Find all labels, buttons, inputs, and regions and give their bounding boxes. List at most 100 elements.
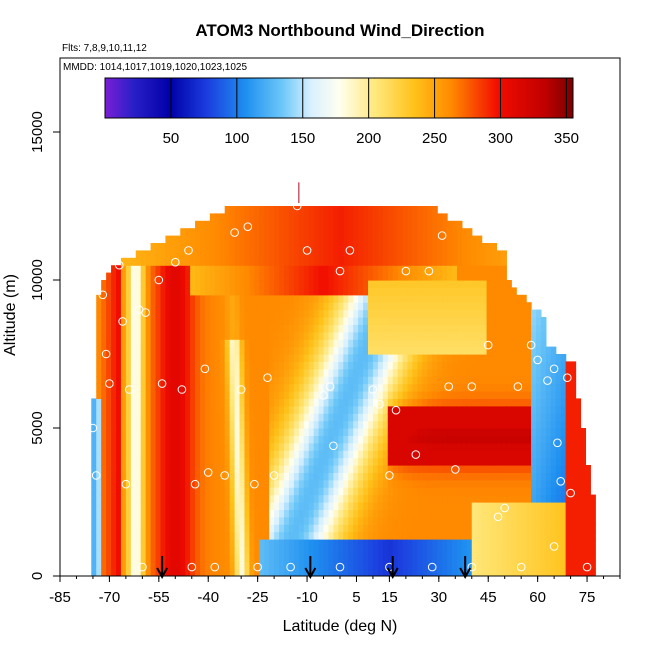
observation-point bbox=[190, 479, 200, 489]
heatmap-cell bbox=[333, 235, 339, 244]
heatmap-cell bbox=[447, 398, 453, 407]
heatmap-cell bbox=[96, 524, 102, 533]
heatmap-cell bbox=[229, 309, 236, 318]
heatmap-cell bbox=[130, 280, 137, 288]
heatmap-cell bbox=[496, 405, 503, 414]
heatmap-cell bbox=[526, 361, 532, 370]
heatmap-cell bbox=[402, 487, 409, 496]
heatmap-cell bbox=[437, 553, 443, 562]
heatmap-cell bbox=[259, 302, 265, 311]
heatmap-cell bbox=[249, 317, 255, 325]
heatmap-cell bbox=[338, 435, 344, 444]
heatmap-cell bbox=[363, 428, 369, 436]
heatmap-cell bbox=[318, 546, 325, 555]
heatmap-cell bbox=[491, 465, 498, 473]
heatmap-cell bbox=[244, 405, 251, 414]
heatmap-cell bbox=[585, 479, 591, 488]
heatmap-cell bbox=[116, 502, 122, 510]
heatmap-cell bbox=[293, 368, 300, 377]
heatmap-cell bbox=[447, 302, 453, 311]
heatmap-cell bbox=[358, 405, 364, 414]
heatmap-cell bbox=[545, 472, 552, 481]
heatmap-cell bbox=[279, 368, 285, 377]
heatmap-cell bbox=[456, 568, 463, 576]
heatmap-cell bbox=[328, 243, 335, 251]
heatmap-cell bbox=[209, 509, 216, 518]
heatmap-cell bbox=[264, 561, 270, 570]
heatmap-cell bbox=[531, 487, 537, 496]
heatmap-cell bbox=[417, 265, 423, 274]
heatmap-cell bbox=[279, 561, 285, 570]
heatmap-cell bbox=[175, 331, 181, 340]
heatmap-cell bbox=[363, 494, 369, 503]
heatmap-cell bbox=[239, 420, 246, 429]
heatmap-cell bbox=[456, 405, 463, 414]
heatmap-cell bbox=[422, 465, 428, 473]
heatmap-cell bbox=[150, 376, 157, 385]
heatmap-cell bbox=[422, 546, 428, 555]
heatmap-cell bbox=[526, 509, 532, 518]
heatmap-cell bbox=[120, 494, 127, 503]
heatmap-cell bbox=[284, 450, 290, 459]
heatmap-cell bbox=[185, 405, 191, 414]
heatmap-cell bbox=[274, 309, 280, 318]
heatmap-cell bbox=[318, 391, 325, 399]
heatmap-cell bbox=[466, 509, 473, 518]
heatmap-cell bbox=[308, 561, 315, 570]
heatmap-cell bbox=[130, 479, 137, 488]
heatmap-cell bbox=[422, 346, 428, 355]
heatmap-cell bbox=[377, 376, 384, 385]
heatmap-cell bbox=[412, 250, 419, 259]
heatmap-cell bbox=[200, 265, 206, 274]
heatmap-cell bbox=[417, 420, 423, 429]
heatmap-cell bbox=[511, 539, 517, 547]
heatmap-cell bbox=[540, 487, 547, 496]
heatmap-cell bbox=[402, 354, 409, 362]
heatmap-cell bbox=[308, 546, 315, 555]
heatmap-cell bbox=[155, 465, 162, 473]
heatmap-cell bbox=[506, 479, 512, 488]
heatmap-cell bbox=[200, 413, 206, 422]
heatmap-cell bbox=[200, 457, 206, 466]
heatmap-cell bbox=[160, 265, 167, 274]
heatmap-cell bbox=[274, 272, 280, 281]
heatmap-cell bbox=[209, 442, 216, 451]
heatmap-cell bbox=[269, 280, 275, 288]
heatmap-cell bbox=[96, 391, 102, 399]
heatmap-cell bbox=[293, 561, 300, 570]
heatmap-cell bbox=[239, 376, 246, 385]
heatmap-cell bbox=[363, 568, 369, 576]
heatmap-cell bbox=[318, 435, 325, 444]
heatmap-cell bbox=[219, 280, 226, 288]
heatmap-cell bbox=[130, 442, 137, 451]
heatmap-cell bbox=[491, 494, 498, 503]
heatmap-cell bbox=[486, 287, 493, 296]
heatmap-cell bbox=[466, 413, 473, 422]
heatmap-cell bbox=[244, 243, 251, 251]
heatmap-cell bbox=[333, 479, 339, 488]
heatmap-cell bbox=[348, 516, 354, 525]
heatmap-cell bbox=[284, 539, 290, 547]
heatmap-cell bbox=[288, 405, 295, 414]
heatmap-cell bbox=[135, 524, 142, 533]
heatmap-cell bbox=[521, 346, 527, 355]
heatmap-cell bbox=[531, 568, 537, 576]
heatmap-cell bbox=[116, 346, 122, 355]
heatmap-cell bbox=[516, 509, 522, 518]
heatmap-cell bbox=[175, 354, 181, 362]
heatmap-cell bbox=[353, 531, 359, 540]
heatmap-cell bbox=[170, 250, 176, 259]
heatmap-cell bbox=[125, 368, 132, 377]
heatmap-cell bbox=[333, 516, 339, 525]
heatmap-cell bbox=[372, 354, 379, 362]
heatmap-cell bbox=[293, 302, 300, 311]
heatmap-cell bbox=[516, 531, 522, 540]
heatmap-cell bbox=[353, 516, 359, 525]
heatmap-cell bbox=[204, 287, 211, 296]
heatmap-cell bbox=[224, 220, 231, 229]
heatmap-cell bbox=[471, 272, 478, 281]
heatmap-cell bbox=[506, 472, 512, 481]
heatmap-cell bbox=[209, 457, 216, 466]
heatmap-cell bbox=[214, 257, 221, 266]
heatmap-cell bbox=[150, 354, 157, 362]
